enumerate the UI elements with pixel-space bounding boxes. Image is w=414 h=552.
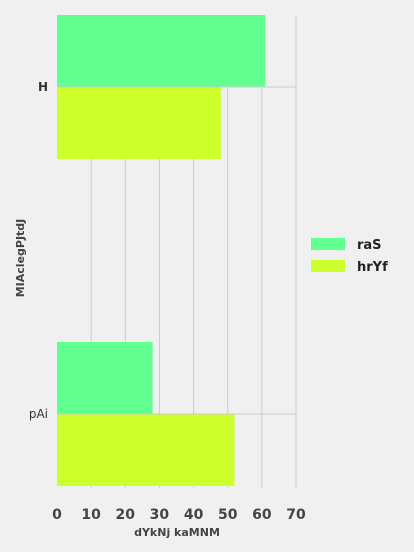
bar-hryf-pai bbox=[57, 414, 235, 486]
x-tick-label-0: 0 bbox=[52, 507, 62, 523]
bar-hryf-h bbox=[57, 87, 221, 159]
x-tick-label-10: 10 bbox=[81, 507, 101, 523]
x-tick-label-40: 40 bbox=[184, 507, 204, 523]
bar-ras-pai bbox=[57, 342, 153, 414]
bar-layer bbox=[57, 15, 265, 486]
x-tick-label-50: 50 bbox=[218, 507, 238, 523]
legend: raS hrYf bbox=[311, 238, 388, 275]
legend-label-ras: raS bbox=[357, 238, 382, 253]
category-label-pai: pAi bbox=[29, 407, 48, 421]
x-tick-label-30: 30 bbox=[150, 507, 170, 523]
category-label-h: H bbox=[38, 80, 48, 94]
x-axis-title: dYkNj kaMNM bbox=[134, 526, 220, 539]
legend-swatch-ras bbox=[311, 238, 345, 250]
legend-label-hryf: hrYf bbox=[357, 260, 388, 275]
x-tick-label-20: 20 bbox=[116, 507, 136, 523]
x-tick-labels: 0 10 20 30 40 50 60 70 bbox=[52, 507, 306, 523]
bar-ras-h bbox=[57, 15, 265, 87]
x-tick-label-60: 60 bbox=[252, 507, 272, 523]
y-axis-title: MIAclegPJtdJ bbox=[14, 219, 27, 298]
legend-swatch-hryf bbox=[311, 260, 345, 272]
x-tick-label-70: 70 bbox=[286, 507, 306, 523]
